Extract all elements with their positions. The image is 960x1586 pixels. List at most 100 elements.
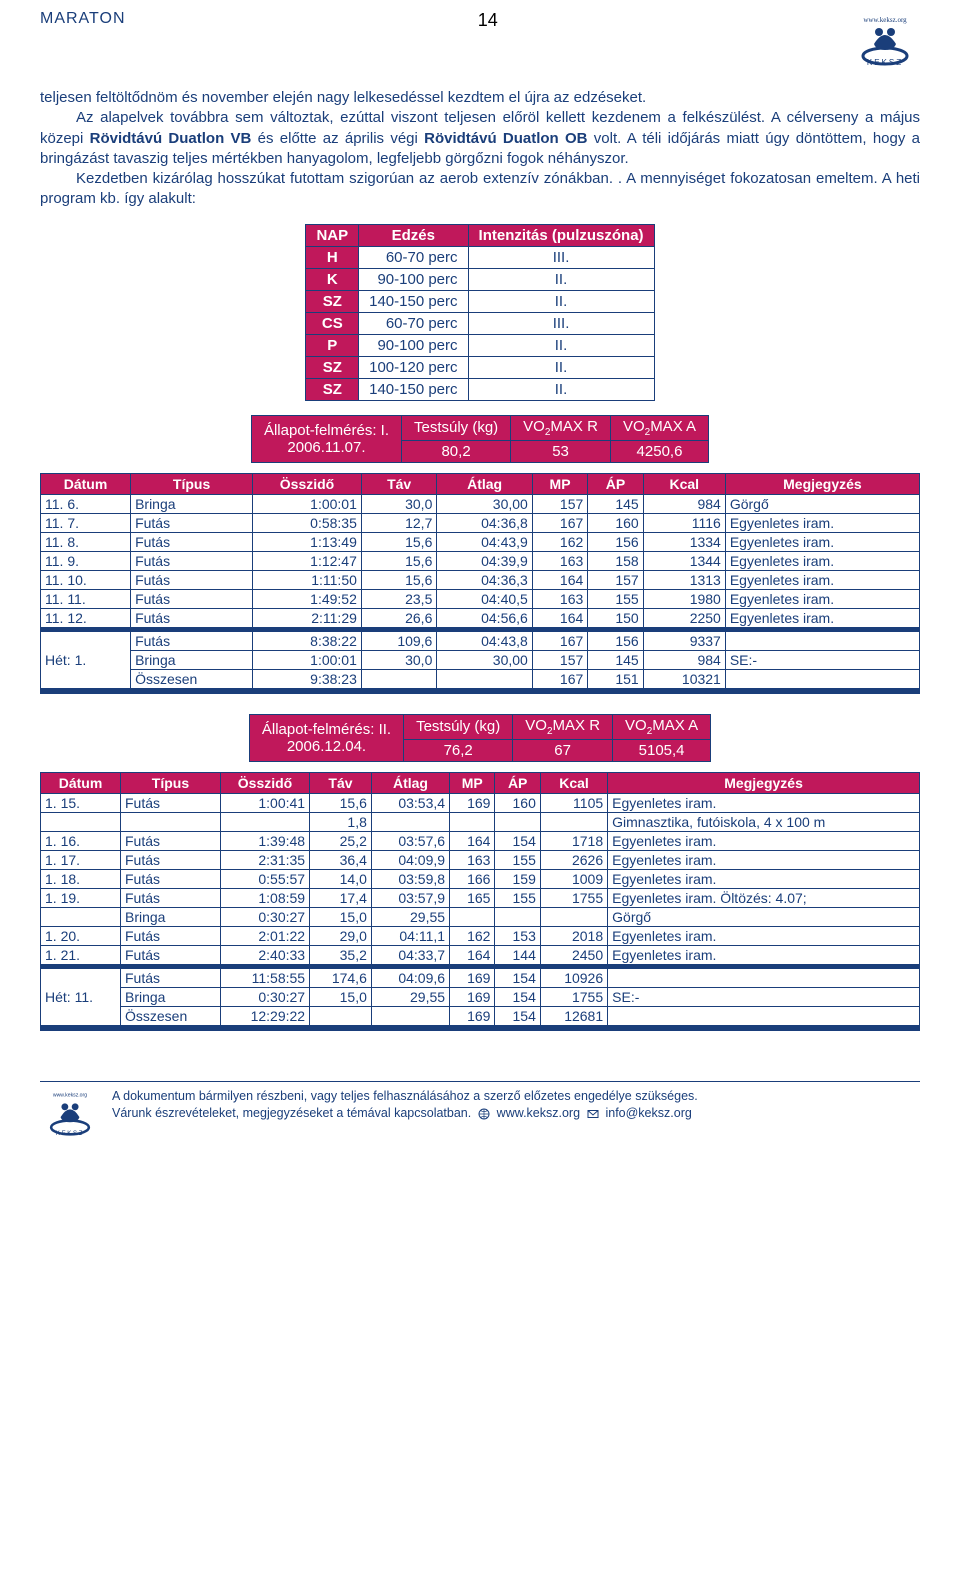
cell: 157 [588, 570, 643, 589]
cell: 1:39:48 [220, 831, 309, 850]
sched-day: SZ [306, 378, 359, 400]
cell: 2450 [540, 945, 607, 966]
cell: 1:08:59 [220, 888, 309, 907]
cell: 174,6 [310, 966, 372, 987]
cell: 157 [532, 650, 587, 669]
cell: Gimnasztika, futóiskola, 4 x 100 m [608, 812, 920, 831]
cell: 03:57,6 [371, 831, 449, 850]
cell [495, 812, 540, 831]
summary-row: Hét: 1.Futás8:38:22109,604:43,8167156933… [41, 629, 920, 650]
training-log-table-1: DátumTípusÖsszidőTávÁtlagMPÁPKcalMegjegy… [40, 473, 920, 694]
table-row: 1. 19.Futás1:08:5917,403:57,91651551755E… [41, 888, 920, 907]
cell: 984 [643, 494, 725, 513]
col-header: Összidő [220, 772, 309, 793]
cell: 1718 [540, 831, 607, 850]
col-header: Kcal [540, 772, 607, 793]
cell: Bringa [131, 494, 253, 513]
cell: 2:11:29 [253, 608, 362, 629]
sched-zone: II. [468, 268, 654, 290]
table-row: 11. 6.Bringa1:00:0130,030,00157145984Gör… [41, 494, 920, 513]
cell: 11. 9. [41, 551, 131, 570]
cell: 25,2 [310, 831, 372, 850]
cell [450, 812, 495, 831]
cell: 163 [450, 850, 495, 869]
cell: 163 [532, 551, 587, 570]
cell: Görgő [608, 907, 920, 926]
col-header: Megjegyzés [608, 772, 920, 793]
cell: 150 [588, 608, 643, 629]
cell: 15,0 [310, 987, 372, 1006]
cell: Egyenletes iram. [608, 945, 920, 966]
sched-day: SZ [306, 290, 359, 312]
sched-zone: III. [468, 312, 654, 334]
assess2-col: VO2MAX R [513, 714, 613, 739]
cell: Futás [120, 945, 220, 966]
col-header: ÁP [588, 473, 643, 494]
cell: 2626 [540, 850, 607, 869]
cell: Futás [131, 532, 253, 551]
cell [120, 812, 220, 831]
cell: 0:30:27 [220, 907, 309, 926]
cell: 1. 16. [41, 831, 121, 850]
text: Kezdetben kizárólag hosszúkat futottam s… [40, 169, 920, 210]
cell [437, 669, 532, 690]
sched-day: CS [306, 312, 359, 334]
sched-day: K [306, 268, 359, 290]
table-row: 11. 12.Futás2:11:2926,604:56,61641502250… [41, 608, 920, 629]
cell: 03:59,8 [371, 869, 449, 888]
cell: 169 [450, 987, 495, 1006]
cell: Bringa [131, 650, 253, 669]
cell: 04:09,9 [371, 850, 449, 869]
cell [371, 812, 449, 831]
cell: 166 [450, 869, 495, 888]
col-header: Dátum [41, 772, 121, 793]
cell: Egyenletes iram. [608, 793, 920, 812]
cell: 1009 [540, 869, 607, 888]
cell: 11. 10. [41, 570, 131, 589]
assess2-col: Testsúly (kg) [404, 714, 513, 739]
cell: 1755 [540, 987, 607, 1006]
cell: 167 [532, 629, 587, 650]
page-footer: www.keksz.org KEKSZ A dokumentum bármily… [40, 1081, 920, 1139]
table-row: 11. 9.Futás1:12:4715,604:39,91631581344E… [41, 551, 920, 570]
cell: 1. 18. [41, 869, 121, 888]
text: teljesen feltöltődnöm és november elején… [40, 89, 646, 106]
footer-line-1: A dokumentum bármilyen részbeni, vagy te… [112, 1088, 698, 1106]
cell: 159 [495, 869, 540, 888]
table-row: 11. 7.Futás0:58:3512,704:36,81671601116E… [41, 513, 920, 532]
cell: 36,4 [310, 850, 372, 869]
cell: Egyenletes iram. [608, 831, 920, 850]
summary-row: Bringa0:30:2715,029,551691541755SE:- [41, 987, 920, 1006]
assess1-title: Állapot-felmérés: I.2006.11.07. [251, 415, 401, 462]
cell [725, 669, 919, 690]
cell: Futás [131, 589, 253, 608]
cell: Egyenletes iram. [608, 926, 920, 945]
cell: 154 [495, 987, 540, 1006]
sched-zone: II. [468, 334, 654, 356]
cell [41, 907, 121, 926]
cell [220, 812, 309, 831]
assess1-val: 80,2 [401, 440, 510, 462]
col-header: Táv [310, 772, 372, 793]
sched-edzes: 60-70 perc [359, 312, 468, 334]
cell: Összesen [131, 669, 253, 690]
cell: 169 [450, 966, 495, 987]
cell: 1:12:47 [253, 551, 362, 570]
cell: 30,00 [437, 494, 532, 513]
cell: 12,7 [361, 513, 436, 532]
cell: 164 [450, 831, 495, 850]
cell: Futás [120, 888, 220, 907]
sched-edzes: 100-120 perc [359, 356, 468, 378]
sched-zone: II. [468, 378, 654, 400]
col-header: Átlag [437, 473, 532, 494]
cell: 167 [532, 669, 587, 690]
cell: Bringa [120, 987, 220, 1006]
cell: 109,6 [361, 629, 436, 650]
cell: 160 [495, 793, 540, 812]
col-header: ÁP [495, 772, 540, 793]
cell [540, 812, 607, 831]
cell: 35,2 [310, 945, 372, 966]
section-label: MARATON [40, 10, 126, 28]
cell [450, 907, 495, 926]
sched-edzes: 140-150 perc [359, 378, 468, 400]
